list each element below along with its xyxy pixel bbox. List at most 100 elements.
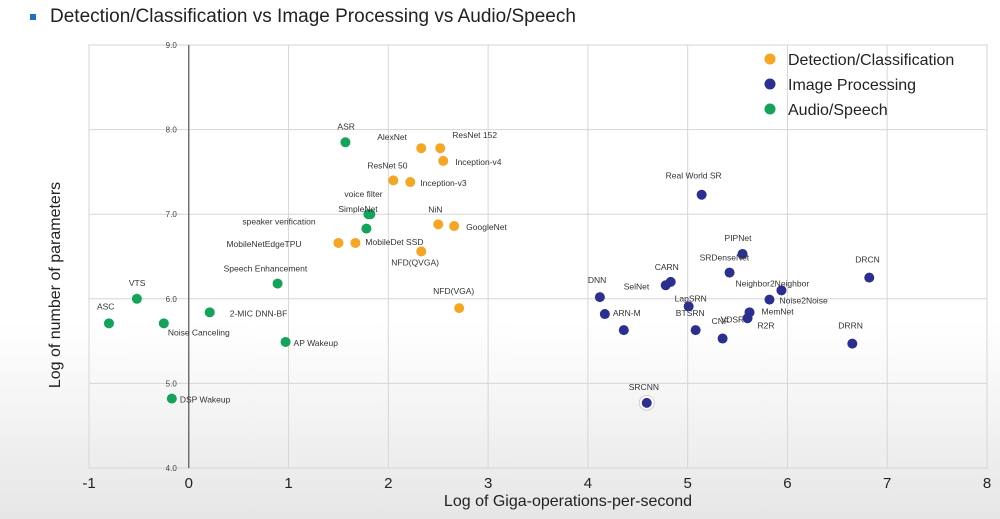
data-label: R2R <box>758 320 775 330</box>
y-tick-label: 9.0 <box>166 41 178 50</box>
data-point <box>724 267 735 278</box>
x-tick-label: 6 <box>783 475 791 492</box>
data-label: MemNet <box>762 306 795 316</box>
data-label: NFD(VGA) <box>433 286 474 296</box>
data-point <box>340 137 351 148</box>
data-point <box>690 325 701 336</box>
data-point <box>737 248 748 259</box>
data-label: PIPNet <box>725 233 753 243</box>
x-tick-label: 2 <box>384 475 392 492</box>
data-label: VTS <box>129 278 146 288</box>
title-bullet-icon <box>30 14 36 20</box>
data-label: BTSRN <box>676 308 705 318</box>
y-tick-label: 4.0 <box>166 464 178 473</box>
data-label: speaker verification <box>242 217 316 227</box>
data-label: DNN <box>588 275 606 285</box>
x-tick-label: 0 <box>185 475 193 492</box>
data-point <box>166 393 177 404</box>
x-tick-label: 7 <box>883 475 891 492</box>
data-point <box>742 313 753 324</box>
data-label: LapSRN <box>675 293 707 303</box>
data-point <box>103 318 114 329</box>
data-label: DRRN <box>838 321 863 331</box>
data-point <box>717 333 728 344</box>
data-label: DRCN <box>855 255 880 265</box>
data-point <box>618 325 629 336</box>
data-label: ARN-M <box>613 308 641 318</box>
data-point <box>416 246 427 257</box>
data-label: SelNet <box>624 281 650 291</box>
data-point <box>449 221 460 232</box>
x-tick-label: 8 <box>983 475 991 492</box>
data-point <box>594 292 605 303</box>
data-point <box>333 237 344 248</box>
data-label: VDSR <box>721 315 745 325</box>
data-label: MobileDet SSD <box>365 237 423 247</box>
y-axis-label: Log of number of parameters <box>47 182 64 388</box>
legend-marker <box>764 78 776 90</box>
chart-title: Detection/Classification vs Image Proces… <box>50 6 576 27</box>
x-tick-label: 3 <box>484 475 492 492</box>
data-point <box>599 309 610 320</box>
data-label: MobileNetEdgeTPU <box>226 239 301 249</box>
data-point <box>131 293 142 304</box>
x-tick-label: 4 <box>584 475 592 492</box>
data-label: ResNet 152 <box>452 130 497 140</box>
legend-label: Detection/Classification <box>788 52 954 69</box>
data-label: Noise2Noise <box>779 296 827 306</box>
data-point <box>272 278 283 289</box>
data-point <box>764 294 775 305</box>
data-label: SRDenseNet <box>700 253 750 263</box>
data-point <box>433 219 444 230</box>
data-label: CNF <box>712 316 729 326</box>
x-tick-label: -1 <box>82 475 95 492</box>
data-label: ResNet 50 <box>367 160 407 170</box>
data-point <box>361 223 372 234</box>
data-point <box>350 237 361 248</box>
data-point <box>776 285 787 296</box>
data-label: GoogleNet <box>466 222 507 232</box>
data-point <box>438 155 449 166</box>
data-label: SimpleNet <box>338 204 378 214</box>
chart-title-row: Detection/Classification vs Image Proces… <box>30 6 576 28</box>
data-point <box>204 307 215 318</box>
data-label: voice filter <box>344 189 382 199</box>
data-label: Neighbor2Neighbor <box>735 278 809 288</box>
data-point <box>416 143 427 154</box>
data-point <box>864 272 875 283</box>
data-label: Real World SR <box>666 171 722 181</box>
data-label: Inception-v3 <box>420 178 467 188</box>
y-tick-label: 6.0 <box>166 295 178 304</box>
data-point <box>158 318 169 329</box>
data-point <box>454 303 465 314</box>
y-tick-label: 8.0 <box>166 126 178 135</box>
data-point <box>388 175 399 186</box>
data-label: Inception-v4 <box>455 157 502 167</box>
data-label: AP Wakeup <box>294 338 339 348</box>
data-point <box>696 189 707 200</box>
data-point <box>683 301 694 312</box>
legend-label: Image Processing <box>788 77 916 94</box>
data-label: Speech Enhancement <box>224 264 308 274</box>
data-label: Noise Canceling <box>168 327 230 337</box>
data-label: NiN <box>428 204 442 214</box>
data-point <box>435 143 446 154</box>
data-label: AlexNet <box>377 132 407 142</box>
legend-marker <box>764 103 776 115</box>
data-label: 2-MIC DNN-BF <box>230 308 288 318</box>
legend-label: Audio/Speech <box>788 102 888 119</box>
y-tick-label: 5.0 <box>166 379 178 388</box>
data-point <box>847 338 858 349</box>
data-label: ASR <box>337 121 354 131</box>
data-label: ASC <box>97 301 114 311</box>
x-axis-label: Log of Giga-operations-per-second <box>444 493 692 510</box>
data-label: NFD(QVGA) <box>391 257 439 267</box>
data-label: DSP Wakeup <box>180 395 231 405</box>
data-point <box>405 177 416 188</box>
y-tick-label: 7.0 <box>166 210 178 219</box>
data-label: CARN <box>655 262 679 272</box>
x-tick-label: 5 <box>683 475 691 492</box>
legend-marker <box>764 53 776 65</box>
data-label: SRCNN <box>629 382 659 392</box>
